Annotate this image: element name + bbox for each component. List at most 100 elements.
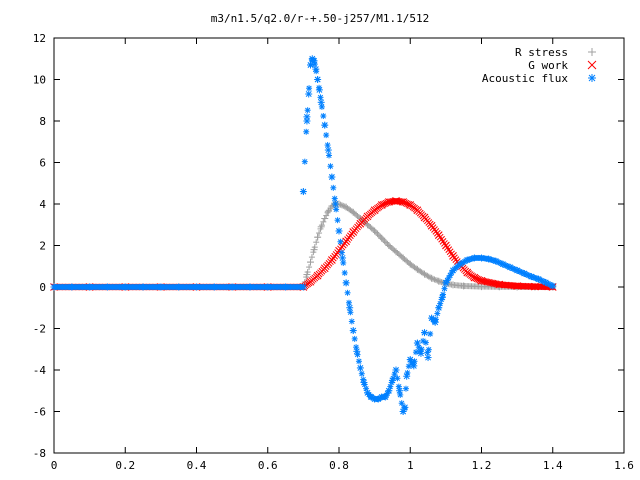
data-point bbox=[335, 227, 343, 235]
data-point bbox=[157, 283, 165, 291]
point bbox=[355, 358, 362, 365]
data-point bbox=[549, 282, 557, 290]
point bbox=[327, 163, 334, 170]
data-point bbox=[449, 281, 457, 289]
data-point bbox=[342, 237, 350, 246]
data-point bbox=[535, 275, 542, 283]
series-r-stress bbox=[50, 200, 557, 291]
point bbox=[380, 236, 387, 243]
data-point bbox=[321, 121, 329, 129]
data-point bbox=[401, 403, 409, 411]
data-point bbox=[527, 273, 535, 281]
point bbox=[412, 349, 419, 356]
data-point bbox=[246, 283, 254, 291]
point bbox=[398, 400, 405, 407]
legend-marker bbox=[587, 60, 597, 70]
chart-title: m3/n1.5/q2.0/r-+.50-j257/M1.1/512 bbox=[211, 12, 430, 25]
data-point bbox=[339, 254, 347, 262]
series-acoustic-flux bbox=[50, 55, 557, 415]
data-point bbox=[424, 354, 432, 362]
data-point bbox=[324, 207, 332, 215]
point bbox=[375, 232, 382, 239]
data-point bbox=[50, 283, 58, 291]
data-point bbox=[495, 280, 504, 289]
data-point bbox=[463, 256, 471, 264]
point bbox=[323, 132, 330, 139]
data-point bbox=[392, 366, 400, 374]
data-point bbox=[420, 213, 429, 222]
point bbox=[381, 238, 388, 245]
data-point bbox=[324, 146, 332, 154]
data-point bbox=[282, 283, 290, 291]
point bbox=[331, 195, 338, 202]
point bbox=[333, 206, 340, 213]
data-point bbox=[396, 387, 404, 395]
data-point bbox=[320, 264, 329, 273]
point bbox=[427, 274, 434, 281]
data-point bbox=[306, 277, 315, 286]
data-point bbox=[421, 329, 428, 337]
data-point bbox=[449, 252, 457, 260]
data-point bbox=[299, 283, 307, 291]
data-point bbox=[371, 227, 379, 235]
y-tick-label: -8 bbox=[33, 447, 46, 460]
data-point bbox=[413, 265, 421, 273]
data-point bbox=[428, 274, 436, 282]
point bbox=[340, 259, 347, 266]
data-point bbox=[370, 206, 379, 215]
data-point bbox=[68, 283, 76, 291]
point bbox=[308, 254, 315, 261]
x-tick-label: 0.8 bbox=[329, 459, 349, 472]
data-point bbox=[303, 271, 311, 279]
point bbox=[338, 202, 345, 209]
point bbox=[337, 238, 344, 245]
data-point bbox=[310, 57, 318, 65]
data-point bbox=[139, 283, 147, 291]
data-point bbox=[356, 219, 365, 228]
point bbox=[383, 239, 390, 246]
data-point bbox=[228, 283, 236, 291]
data-point bbox=[305, 90, 313, 98]
data-point bbox=[385, 242, 393, 249]
data-point bbox=[463, 268, 472, 277]
data-point bbox=[349, 228, 358, 236]
point bbox=[358, 370, 365, 377]
legend-marker bbox=[588, 74, 596, 82]
point bbox=[434, 277, 441, 284]
data-point bbox=[478, 254, 485, 262]
data-point bbox=[435, 304, 443, 312]
point bbox=[370, 226, 377, 233]
point bbox=[320, 218, 327, 225]
data-point bbox=[413, 206, 422, 215]
point bbox=[326, 152, 333, 159]
data-point bbox=[313, 271, 322, 280]
point bbox=[304, 107, 311, 114]
y-tick-label: 6 bbox=[39, 157, 46, 170]
series-g-work bbox=[50, 197, 557, 291]
data-point bbox=[410, 362, 418, 370]
y-tick-label: 10 bbox=[33, 74, 46, 87]
x-tick-label: 1.6 bbox=[614, 459, 634, 472]
data-point bbox=[121, 283, 129, 291]
data-point bbox=[392, 197, 400, 205]
point bbox=[345, 299, 352, 306]
data-point bbox=[406, 260, 414, 268]
data-point bbox=[328, 173, 336, 181]
data-point bbox=[427, 221, 436, 230]
point bbox=[323, 212, 330, 219]
point bbox=[394, 375, 401, 382]
data-point bbox=[342, 203, 350, 211]
legend-label: Acoustic flux bbox=[482, 72, 568, 85]
data-point bbox=[477, 276, 486, 285]
plot-frame bbox=[53, 37, 625, 454]
data-point bbox=[435, 277, 443, 285]
data-point bbox=[392, 248, 400, 256]
point bbox=[422, 339, 429, 346]
point bbox=[330, 184, 337, 191]
data-point bbox=[388, 376, 396, 384]
data-point bbox=[460, 282, 468, 290]
data-point bbox=[399, 254, 407, 262]
data-point bbox=[520, 270, 528, 278]
data-point bbox=[485, 255, 493, 263]
point bbox=[373, 229, 380, 236]
